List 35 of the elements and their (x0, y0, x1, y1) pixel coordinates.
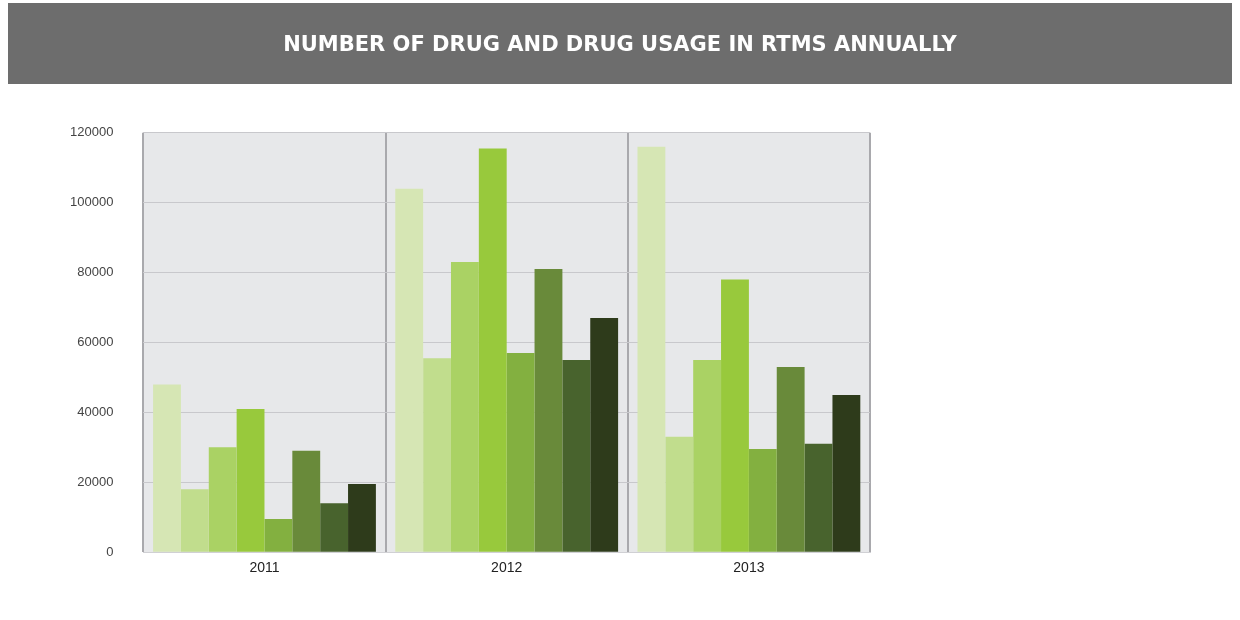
bar (590, 318, 619, 552)
y-tick-label: 40000 (77, 403, 114, 419)
bar (637, 146, 666, 552)
bar (395, 188, 424, 552)
bar (423, 358, 451, 552)
bar (832, 394, 861, 552)
y-tick-label: 60000 (77, 334, 114, 350)
y-tick-label: 0 (106, 543, 114, 559)
x-tick-label: 2012 (491, 559, 523, 576)
bar (180, 489, 209, 552)
bar (208, 447, 237, 552)
chart-title: NUMBER OF DRUG AND DRUG USAGE IN RTMS ANNUALLY (8, 3, 1232, 84)
bar (804, 443, 833, 552)
bar (562, 359, 591, 552)
bar (693, 359, 722, 552)
x-tick-label: 2011 (249, 559, 280, 576)
y-tick-label: 100000 (69, 194, 114, 210)
bar (721, 279, 749, 552)
bar (748, 449, 777, 552)
bar (236, 408, 265, 552)
bar (776, 366, 805, 552)
bar (264, 519, 293, 552)
bar (534, 269, 563, 552)
x-tick-label: 2013 (733, 559, 765, 576)
bar (153, 384, 181, 552)
bar (665, 436, 694, 552)
bar (348, 484, 376, 552)
bar (506, 352, 535, 552)
bar (292, 450, 321, 552)
y-tick-label: 20000 (77, 473, 114, 489)
bar (450, 262, 479, 552)
bar (478, 148, 507, 552)
y-tick-label: 80000 (77, 264, 114, 280)
bar (320, 503, 349, 552)
y-tick-label: 120000 (69, 124, 114, 140)
